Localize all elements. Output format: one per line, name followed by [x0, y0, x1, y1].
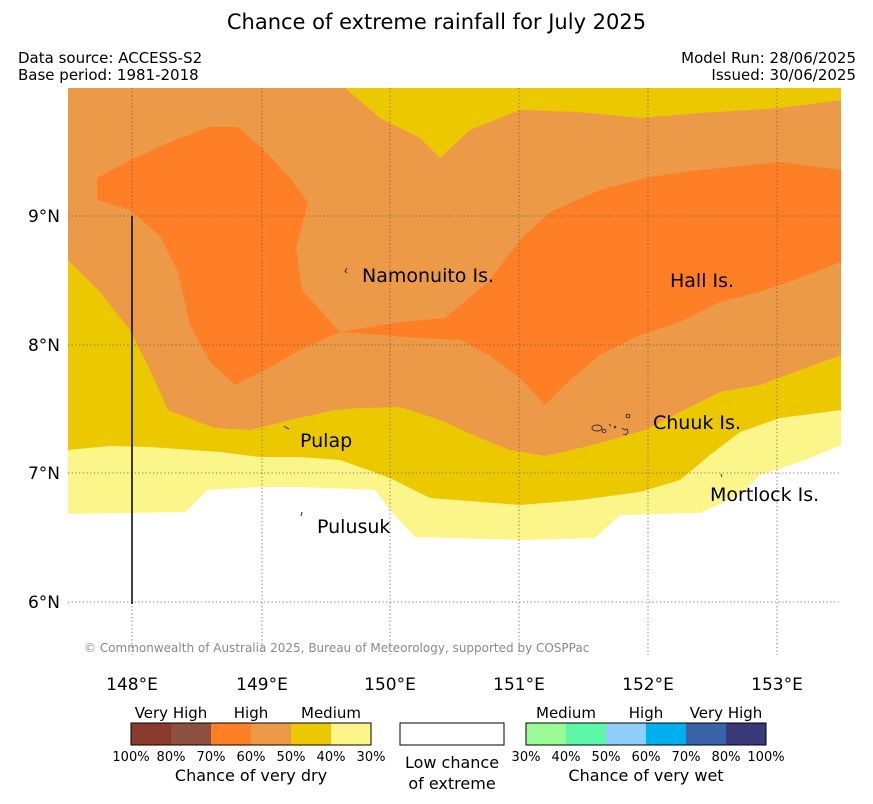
swatch-dry-50-60 [251, 723, 291, 745]
legend-dry-caption: Chance of very dry [175, 766, 327, 785]
probability-fields [68, 88, 841, 655]
legend-dry-pct: 50% [277, 750, 306, 765]
lon-label: 151°E [493, 675, 545, 695]
legend-dry-very-high: Very High [135, 704, 208, 722]
data-info-left: Data source: ACCESS-S2 Base period: 1981… [18, 50, 202, 84]
label-pulap: Pulap [300, 430, 352, 452]
legend-wet-medium: Medium [536, 704, 596, 722]
legend-dry-pct: 40% [317, 750, 346, 765]
lon-label: 153°E [751, 675, 803, 695]
region-60-70-percent-east [340, 162, 841, 405]
legend-dry-pct: 80% [157, 750, 186, 765]
base-period: Base period: 1981-2018 [18, 66, 199, 84]
label-pulusuk: Pulusuk [317, 516, 390, 538]
swatch-dry-70-80 [171, 723, 211, 745]
legend-dry-high: High [234, 704, 268, 722]
swatch-wet-60-70 [646, 723, 686, 745]
legend-wet-pct: 60% [632, 750, 661, 765]
legend-dry-medium: Medium [301, 704, 361, 722]
issued-date: Issued: 30/06/2025 [711, 66, 856, 84]
legend-wet-pct: 30% [512, 750, 541, 765]
legend-low: Low chance of extreme [399, 722, 505, 793]
legend-wet-caption: Chance of very wet [568, 766, 723, 785]
legend-wet-pct: 80% [712, 750, 741, 765]
label-hall: Hall Is. [670, 270, 734, 292]
legend-wet-pct: 70% [672, 750, 701, 765]
chart-title: Chance of extreme rainfall for July 2025 [226, 10, 647, 34]
latitude-labels: 9°N 8°N 7°N 6°N [28, 207, 60, 613]
legend-dry-pct: 70% [197, 750, 226, 765]
legend-wet: Medium High Very High 30% 40% 50% 60% 70… [512, 704, 785, 785]
lat-label: 9°N [28, 207, 60, 227]
lat-label: 6°N [28, 593, 60, 613]
region-60-70-percent-west [97, 127, 340, 385]
chuuk-island-marks [591, 413, 631, 436]
longitude-labels: 148°E 149°E 150°E 151°E 152°E 153°E [106, 675, 803, 695]
copyright-credit: © Commonwealth of Australia 2025, Bureau… [84, 641, 589, 655]
data-info-right: Model Run: 28/06/2025 Issued: 30/06/2025 [681, 50, 856, 84]
data-source: Data source: ACCESS-S2 [18, 49, 203, 67]
namonuito-island-mark [344, 267, 348, 274]
swatch-dry-30-40 [331, 723, 371, 745]
legend-dry-pct: 100% [112, 750, 149, 765]
legend-wet-very-high: Very High [690, 704, 763, 722]
legend-dry-pct: 30% [357, 750, 386, 765]
swatch-dry-80-100 [131, 723, 171, 745]
swatch-dry-40-50 [291, 723, 331, 745]
mortlock-island-mark [720, 473, 723, 478]
swatch-wet-70-80 [686, 723, 726, 745]
lon-label: 150°E [364, 675, 416, 695]
model-run: Model Run: 28/06/2025 [681, 49, 856, 67]
pulusuk-island-mark [300, 511, 303, 517]
legend-wet-pct: 50% [592, 750, 621, 765]
island-markers [283, 267, 723, 517]
lat-label: 7°N [28, 464, 60, 484]
label-chuuk: Chuuk Is. [653, 412, 741, 434]
legend-dry-pct: 60% [237, 750, 266, 765]
lon-label: 149°E [236, 675, 288, 695]
lat-label: 8°N [28, 336, 60, 356]
place-labels: Namonuito Is. Hall Is. Pulap Chuuk Is. M… [300, 265, 819, 538]
swatch-dry-60-70 [211, 723, 251, 745]
label-namonuito: Namonuito Is. [362, 265, 494, 287]
legend-wet-high: High [629, 704, 663, 722]
label-mortlock: Mortlock Is. [710, 484, 819, 506]
pulap-island-mark [283, 425, 290, 430]
legend: Very High High Medium 100% 80% 70% 60% 5… [112, 704, 784, 793]
swatch-wet-50-60 [606, 723, 646, 745]
legend-wet-pct: 40% [552, 750, 581, 765]
lon-label: 148°E [106, 675, 158, 695]
legend-dry: Very High High Medium 100% 80% 70% 60% 5… [112, 704, 385, 785]
swatch-low-chance [399, 722, 505, 746]
swatch-wet-80-100 [726, 723, 766, 745]
legend-low-line2: of extreme [408, 774, 495, 793]
swatch-wet-30-40 [526, 723, 566, 745]
swatch-wet-40-50 [566, 723, 606, 745]
legend-wet-pct: 100% [747, 750, 784, 765]
legend-low-line1: Low chance [405, 753, 499, 772]
graticule [68, 88, 841, 655]
lon-label: 152°E [622, 675, 674, 695]
